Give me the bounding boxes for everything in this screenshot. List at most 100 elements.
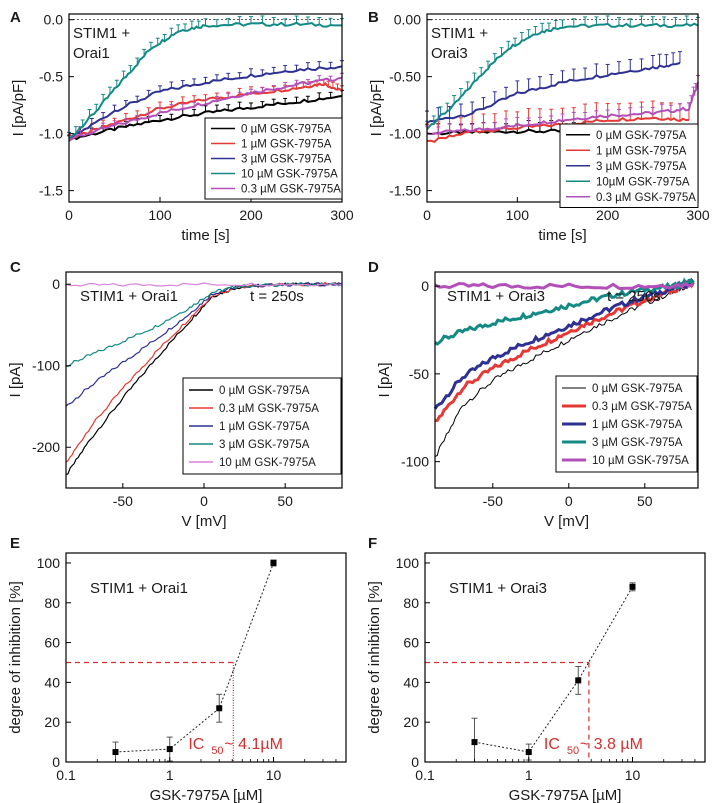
data-point	[471, 739, 478, 746]
x-tick-label: 0.1	[56, 767, 76, 783]
y-tick-label: -1.0	[39, 126, 63, 142]
y-tick-label: 0	[52, 276, 60, 292]
y-tick-label: -1.5	[39, 183, 63, 199]
data-point	[166, 746, 173, 753]
legend-entry: 3 µM GSK-7975A	[596, 161, 687, 173]
legend-entry: 1 µM GSK-7975A	[596, 145, 687, 157]
legend-entry: 0 µM GSK-7975A	[219, 385, 310, 397]
panel-title: STIM1 + Orai3	[449, 580, 547, 597]
series-line	[65, 282, 343, 287]
y-tick-label: -1.00	[389, 126, 421, 142]
panel-letter: F	[368, 535, 377, 552]
panel-title: Orai1	[73, 45, 110, 62]
series-line	[433, 277, 695, 410]
y-tick-label: -100	[32, 358, 60, 374]
x-axis-label: V [mV]	[544, 513, 589, 530]
y-tick-label: 40	[403, 674, 419, 690]
y-axis-label: degree of inhibition [%]	[7, 581, 24, 734]
series-line	[65, 282, 343, 476]
panel-letter: A	[10, 9, 21, 26]
y-tick-label: 0.0	[44, 12, 64, 28]
x-tick-label: 1	[166, 767, 174, 783]
y-axis-label: I [pA/pF]	[368, 80, 385, 137]
ic50-value: ~ 3.8 µM	[580, 736, 643, 753]
y-tick-label: 60	[403, 635, 419, 651]
legend-entry: 0 µM GSK-7975A	[592, 383, 683, 395]
panel-letter: E	[10, 535, 20, 552]
panel-title: STIM1 +	[431, 25, 488, 42]
data-point	[575, 677, 582, 684]
ic50-label: IC	[188, 736, 204, 753]
panel-D: -50 0 50 0 -50 -100 V [mV] I [pA] STIM1 + Orai3 t…	[368, 259, 699, 530]
x-tick-label: 300	[686, 207, 710, 223]
x-axis-label: GSK-7975A [µM]	[509, 787, 622, 803]
panel-title: STIM1 +	[73, 25, 130, 42]
ic50-subscript: 50	[211, 745, 223, 757]
y-tick-label: 20	[403, 714, 419, 730]
y-tick-label: -0.5	[39, 69, 63, 85]
legend-entry: 1 µM GSK-7975A	[592, 419, 683, 431]
series-line	[426, 62, 681, 124]
y-tick-label: 80	[44, 595, 60, 611]
panel-annotation: t = 250s	[250, 288, 304, 305]
legend-entry: 3 µM GSK-7975A	[219, 439, 310, 451]
panel-title: STIM1 + Orai1	[80, 288, 178, 305]
legend-entry: 10µM GSK-7975A	[596, 176, 690, 188]
x-tick-label: 0	[200, 493, 208, 509]
y-axis-label: I [pA/pF]	[10, 80, 27, 137]
legend-entry: 1 µM GSK-7975A	[241, 139, 332, 151]
x-tick-label: 1	[525, 767, 533, 783]
x-tick-label: 0	[565, 493, 573, 509]
series-line	[68, 21, 342, 140]
panel-C: -50 0 50 0 -100 -200 V [mV] I [pA] STIM1 + Orai1…	[7, 259, 343, 530]
y-tick-label: -50	[409, 366, 429, 382]
y-axis-label: I [pA]	[376, 362, 393, 397]
panel-annotation: t = 250s	[607, 288, 661, 305]
data-point	[216, 705, 223, 712]
plot-frame	[65, 552, 347, 763]
y-axis-label: degree of inhibition [%]	[366, 581, 383, 734]
legend-entry: 10 µM GSK-7975A	[592, 455, 689, 467]
x-tick-label: 50	[277, 493, 293, 509]
x-axis-label: GSK-7975A [µM]	[150, 787, 263, 803]
series-line	[68, 95, 343, 142]
panel-letter: C	[10, 259, 21, 276]
plot-frame	[434, 271, 699, 489]
panel-title: STIM1 + Orai1	[90, 580, 188, 597]
data-point	[112, 749, 119, 756]
x-tick-label: 300	[330, 207, 354, 223]
series-line	[426, 22, 699, 130]
ic50-value: ~ 4.1µM	[224, 736, 283, 753]
ic50-subscript: 50	[567, 745, 579, 757]
legend-entry: 10 µM GSK-7975A	[219, 457, 316, 469]
series-line	[434, 278, 695, 423]
x-axis-label: time [s]	[181, 227, 229, 244]
x-tick-label: 200	[596, 207, 620, 223]
legend-entry: 0 µM GSK-7975A	[596, 130, 687, 142]
y-tick-label: -1.50	[389, 183, 421, 199]
y-tick-label: 0.00	[394, 12, 421, 28]
y-tick-label: 20	[44, 714, 60, 730]
legend-entry: 3 µM GSK-7975A	[592, 437, 683, 449]
legend-entry: 1 µM GSK-7975A	[219, 421, 310, 433]
y-axis-label: I [pA]	[7, 362, 24, 397]
y-tick-label: 80	[403, 595, 419, 611]
y-tick-label: -100	[401, 454, 429, 470]
y-tick-label: 100	[37, 555, 61, 571]
legend-entry: 0.3 µM GSK-7975A	[592, 401, 692, 413]
x-tick-label: -50	[483, 493, 503, 509]
plot-frame	[424, 552, 706, 763]
legend-entry: 0.3 µM GSK-7975A	[241, 184, 341, 196]
series-line	[434, 277, 695, 346]
y-tick-label: -0.50	[389, 69, 421, 85]
x-tick-label: 200	[239, 207, 263, 223]
plot-frame	[68, 13, 343, 203]
series-line	[68, 76, 343, 142]
x-tick-label: 10	[625, 767, 641, 783]
y-tick-label: 0	[421, 278, 429, 294]
y-tick-label: 60	[44, 635, 60, 651]
panel-A: 0 100 200 300 0.0 -0.5 -1.0 -1.5 time [s] I [pA/p…	[10, 9, 354, 244]
legend-entry: 10 µM GSK-7975A	[241, 169, 338, 181]
